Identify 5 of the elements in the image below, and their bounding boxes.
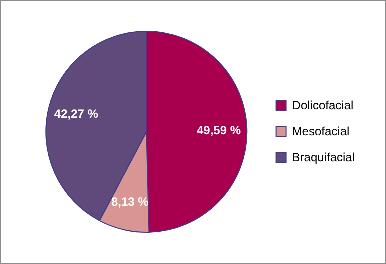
- data-label: 49,59 %: [196, 123, 242, 138]
- legend-label: Dolicofacial: [292, 98, 354, 112]
- legend-label: Mesofacial: [292, 124, 350, 138]
- legend-label: Braquifacial: [292, 150, 355, 164]
- data-label: 42,27 %: [54, 106, 99, 121]
